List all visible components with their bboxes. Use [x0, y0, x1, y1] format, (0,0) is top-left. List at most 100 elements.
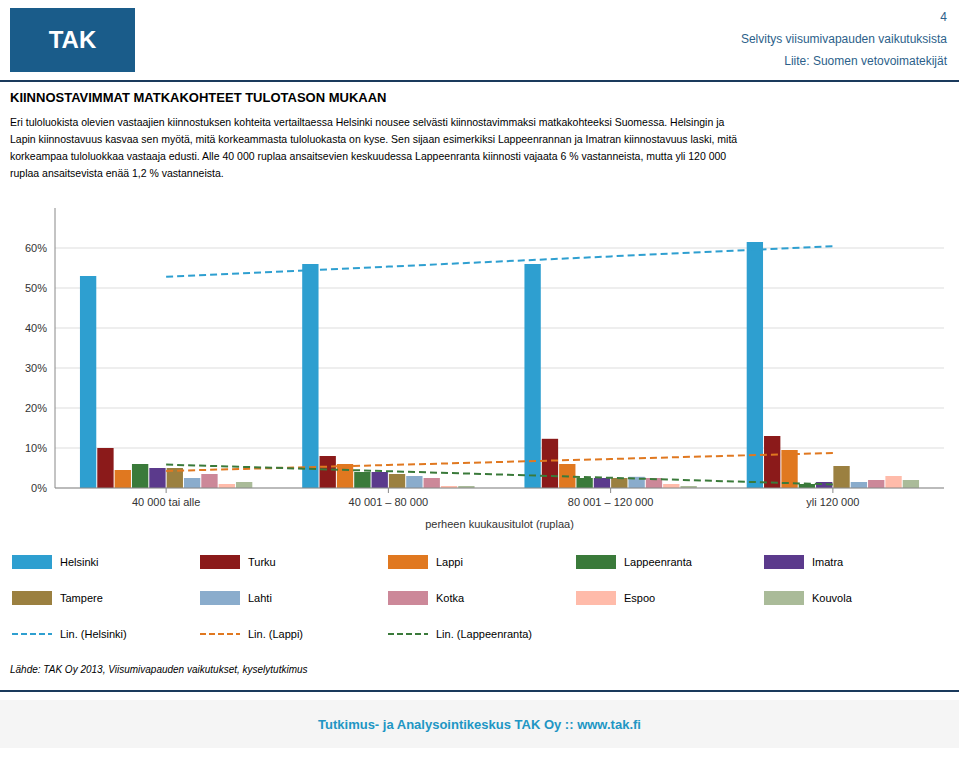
legend-item: Imatra — [764, 555, 844, 569]
legend-item: Lappi — [388, 555, 463, 569]
divider — [0, 80, 959, 82]
x-tick — [166, 488, 167, 493]
legend-label: Helsinki — [60, 556, 99, 568]
x-tick — [832, 488, 833, 493]
legend-item: Lappeenranta — [576, 555, 693, 569]
bar — [542, 439, 558, 488]
bar — [868, 480, 884, 488]
x-tick — [610, 488, 611, 493]
legend-swatch — [764, 591, 804, 605]
bar — [524, 264, 540, 488]
legend-swatch — [576, 555, 616, 569]
legend-item: Kotka — [388, 591, 465, 605]
x-axis — [55, 488, 944, 489]
bar — [885, 476, 901, 488]
x-axis-label: perheen kuukausitulot (ruplaa) — [425, 518, 574, 530]
legend-swatch — [200, 591, 240, 605]
trend-line — [166, 465, 833, 485]
x-tick-label: 40 001 – 80 000 — [349, 496, 429, 508]
bar — [611, 478, 627, 488]
bar — [389, 474, 405, 488]
bar — [851, 482, 867, 488]
legend-label: Kouvola — [812, 592, 853, 604]
legend-item: Kouvola — [764, 591, 853, 605]
bar — [406, 476, 422, 488]
legend-label: Lin. (Lappeenranta) — [436, 628, 532, 640]
legend-label: Imatra — [812, 556, 844, 568]
y-tick-label: 50% — [25, 282, 47, 294]
bar — [594, 478, 610, 488]
bar — [219, 484, 235, 488]
legend-swatch — [576, 591, 616, 605]
logo: TAK — [10, 8, 135, 72]
legend-swatch — [764, 555, 804, 569]
header-line: Selvitys viisumivapauden vaikutuksista — [741, 28, 947, 50]
legend-swatch — [388, 633, 428, 635]
grid-line — [55, 368, 944, 369]
header-line: Liite: Suomen vetovoimatekijät — [741, 50, 947, 72]
bar — [320, 456, 336, 488]
legend-item: Helsinki — [12, 555, 99, 569]
chart: 0% 10% 20% 30% 40% 50% 60% 40 000 tai alle 40 00… — [0, 196, 959, 536]
bar — [337, 464, 353, 488]
y-axis — [55, 208, 56, 488]
legend: Helsinki Turku Lappi Lappeenranta Imatra Tamp… — [0, 544, 959, 656]
bar — [663, 484, 679, 488]
x-tick-label: 80 001 – 120 000 — [568, 496, 654, 508]
bar — [80, 276, 96, 488]
x-tick-label: yli 120 000 — [806, 496, 859, 508]
source: Lähde: TAK Oy 2013, Viisumivapauden vaik… — [10, 664, 308, 675]
legend-swatch — [388, 555, 428, 569]
y-tick-label: 0% — [31, 482, 47, 494]
header-line: 4 — [741, 6, 947, 28]
grid — [55, 248, 944, 488]
legend-label: Lin. (Lappi) — [248, 628, 303, 640]
legend-swatch — [12, 555, 52, 569]
legend-label: Lin. (Helsinki) — [60, 628, 127, 640]
y-tick-label: 10% — [25, 442, 47, 454]
legend-label: Lappeenranta — [624, 556, 693, 568]
y-tick-label: 20% — [25, 402, 47, 414]
x-tick-label: 40 000 tai alle — [132, 496, 201, 508]
legend-swatch — [388, 591, 428, 605]
bar — [132, 464, 148, 488]
legend-swatch — [12, 591, 52, 605]
grid-line — [55, 488, 944, 489]
grid-line — [55, 408, 944, 409]
title: KIINNOSTAVIMMAT MATKAKOHTEET TULOTASON M… — [10, 90, 386, 105]
y-tick-label: 40% — [25, 322, 47, 334]
legend-item: Lin. (Helsinki) — [12, 628, 127, 640]
legend-label: Kotka — [436, 592, 465, 604]
legend-swatch — [12, 633, 52, 635]
legend-item: Lin. (Lappi) — [200, 628, 303, 640]
y-tick-label: 30% — [25, 362, 47, 374]
x-tick — [388, 488, 389, 493]
bar — [115, 470, 131, 488]
bar — [903, 480, 919, 488]
legend-item: Tampere — [12, 591, 103, 605]
legend-item: Lahti — [200, 591, 272, 605]
bar — [149, 468, 165, 488]
bar — [747, 242, 763, 488]
grid-line — [55, 288, 944, 289]
grid-line — [55, 248, 944, 249]
bar — [424, 478, 440, 488]
legend-swatch — [200, 555, 240, 569]
bar — [302, 264, 318, 488]
header: 4Selvitys viisumivapauden vaikutuksistaL… — [741, 6, 947, 72]
legend-item: Lin. (Lappeenranta) — [388, 628, 532, 640]
footer: Tutkimus- ja Analysointikeskus TAK Oy ::… — [0, 700, 959, 748]
legend-label: Lappi — [436, 556, 463, 568]
bar — [354, 472, 370, 488]
y-tick-label: 60% — [25, 242, 47, 254]
legend-label: Turku — [248, 556, 276, 568]
grid-line — [55, 328, 944, 329]
trend-line — [166, 246, 833, 277]
bar — [833, 466, 849, 488]
legend-label: Lahti — [248, 592, 272, 604]
bar — [184, 478, 200, 488]
body-text: Eri tuloluokista olevien vastaajien kiin… — [10, 114, 950, 182]
divider — [0, 690, 959, 692]
bar — [372, 472, 388, 488]
legend-swatch — [200, 633, 240, 635]
